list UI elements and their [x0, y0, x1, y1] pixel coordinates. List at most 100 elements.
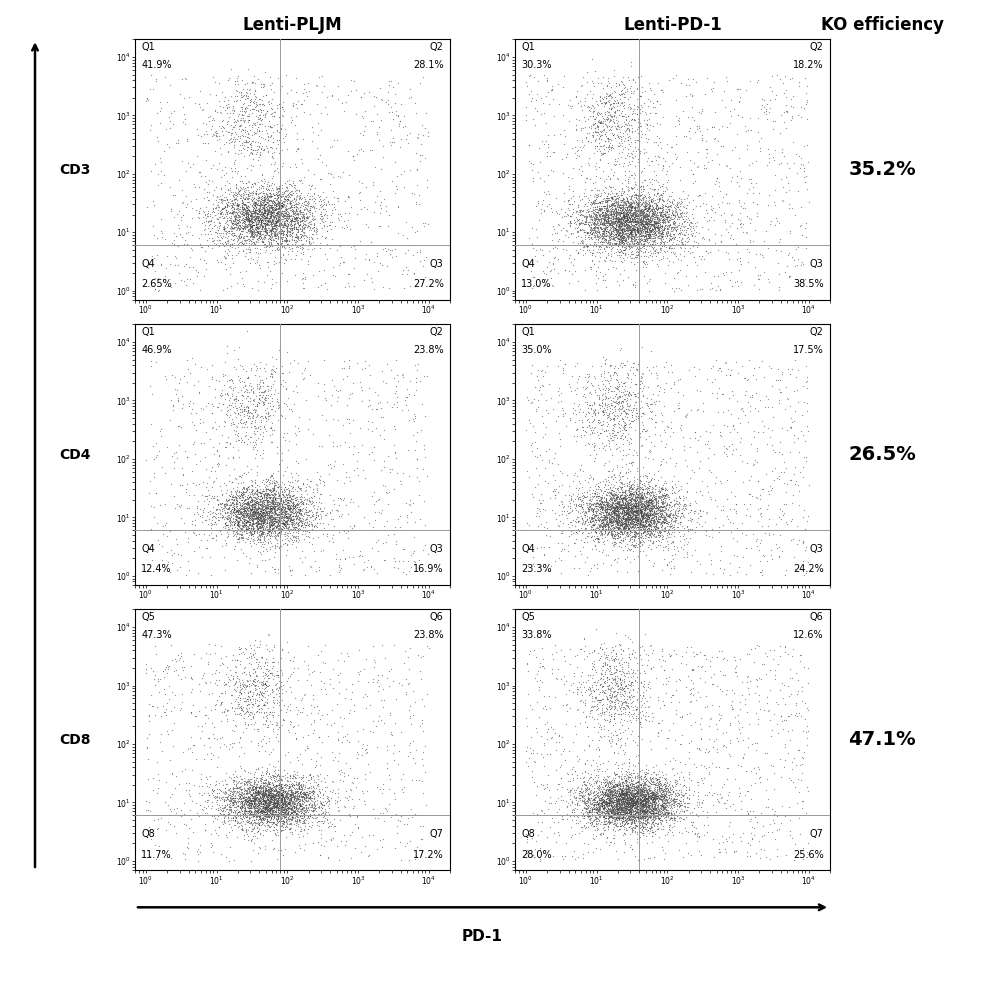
Point [268, 804, 284, 820]
Point [591, 391, 607, 407]
Point [652, 791, 668, 807]
Point [296, 489, 312, 504]
Point [249, 209, 265, 225]
Point [270, 196, 286, 211]
Point [275, 804, 291, 820]
Point [255, 789, 271, 805]
Point [256, 496, 272, 512]
Point [238, 508, 254, 524]
Point [642, 505, 658, 521]
Point [232, 768, 248, 783]
Point [661, 495, 677, 511]
Point [295, 828, 311, 843]
Point [273, 794, 289, 810]
Point [606, 504, 622, 520]
Point [672, 533, 688, 549]
Point [625, 776, 641, 791]
Point [591, 802, 607, 818]
Point [185, 260, 201, 275]
Point [268, 781, 284, 797]
Point [650, 790, 666, 806]
Point [731, 193, 747, 208]
Point [238, 84, 254, 99]
Point [271, 796, 287, 812]
Point [275, 189, 291, 204]
Point [683, 223, 699, 239]
Point [634, 405, 650, 421]
Point [303, 229, 319, 245]
Point [637, 209, 653, 225]
Point [617, 408, 633, 424]
Point [626, 504, 642, 520]
Point [635, 405, 651, 421]
Point [682, 805, 698, 821]
Point [569, 374, 585, 389]
Point [603, 220, 619, 236]
Point [652, 227, 668, 243]
Point [237, 806, 253, 822]
Point [590, 516, 606, 532]
Point [251, 705, 267, 721]
Point [770, 725, 786, 741]
Point [607, 501, 623, 517]
Point [638, 804, 654, 820]
Point [641, 487, 657, 502]
Point [622, 473, 638, 489]
Point [196, 500, 212, 516]
Point [607, 401, 623, 417]
Point [277, 784, 293, 800]
Point [240, 792, 256, 808]
Point [239, 228, 255, 244]
Point [689, 834, 705, 849]
Point [636, 802, 652, 818]
Point [539, 731, 555, 747]
Point [203, 464, 219, 480]
Point [604, 487, 620, 502]
Point [596, 728, 612, 744]
Point [642, 202, 658, 218]
Point [325, 662, 341, 677]
Point [609, 798, 625, 814]
Point [623, 765, 639, 781]
Point [194, 509, 210, 525]
Point [236, 196, 252, 211]
Point [584, 513, 600, 529]
Point [623, 246, 639, 261]
Point [265, 709, 281, 724]
Point [621, 219, 637, 235]
Point [252, 636, 268, 652]
Point [621, 220, 637, 236]
Point [718, 368, 734, 383]
Point [294, 801, 310, 817]
Point [197, 226, 213, 242]
Point [260, 497, 276, 513]
Point [238, 790, 254, 806]
Point [687, 524, 703, 540]
Point [647, 218, 663, 234]
Point [257, 193, 273, 208]
Point [297, 791, 313, 807]
Point [630, 774, 646, 789]
Point [634, 803, 650, 819]
Point [629, 100, 645, 116]
Point [287, 789, 303, 805]
Point [281, 227, 297, 243]
Point [246, 649, 262, 665]
Point [265, 777, 281, 792]
Point [621, 385, 637, 401]
Point [251, 484, 267, 499]
Point [263, 781, 279, 797]
Point [599, 197, 615, 212]
Point [684, 87, 700, 103]
Point [677, 785, 693, 801]
Point [238, 822, 254, 838]
Point [639, 812, 655, 828]
Point [563, 255, 579, 270]
Point [268, 810, 284, 826]
Point [599, 484, 615, 499]
Point [593, 205, 609, 221]
Point [201, 729, 217, 745]
Point [271, 524, 287, 540]
Point [251, 743, 267, 759]
Point [760, 518, 776, 534]
